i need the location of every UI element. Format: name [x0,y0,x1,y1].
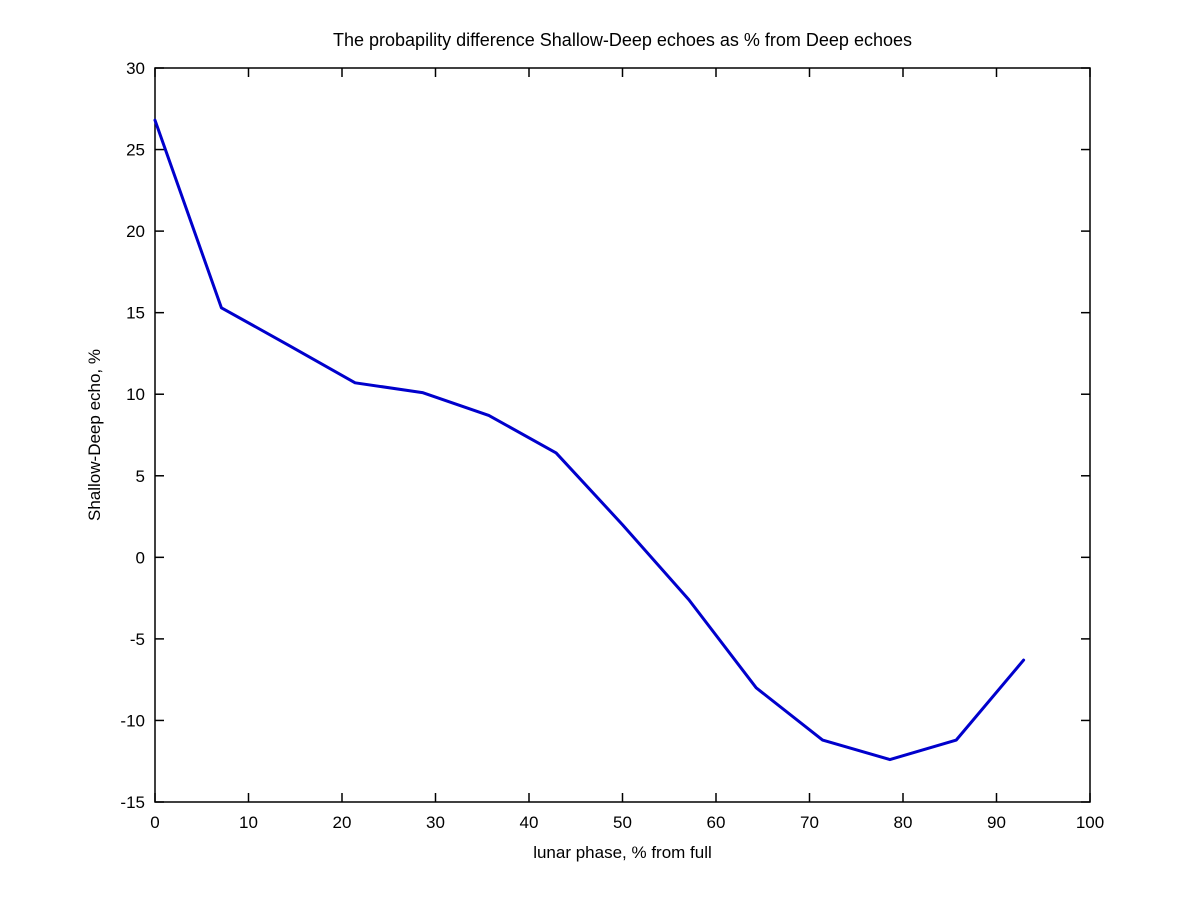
y-tick-label: 10 [126,385,145,404]
y-tick-label: 0 [136,548,145,567]
x-tick-label: 20 [333,813,352,832]
y-tick-label: 25 [126,141,145,160]
y-tick-label: 15 [126,304,145,323]
x-tick-label: 40 [520,813,539,832]
x-tick-label: 0 [150,813,159,832]
x-axis-label: lunar phase, % from full [533,843,712,862]
y-tick-label: -10 [120,711,145,730]
y-axis-label: Shallow-Deep echo, % [85,349,104,521]
y-tick-label: 20 [126,222,145,241]
y-tick-label: 5 [136,467,145,486]
x-tick-label: 50 [613,813,632,832]
x-tick-label: 90 [987,813,1006,832]
data-line [153,118,1026,762]
x-tick-label: 70 [800,813,819,832]
y-tick-label: -15 [120,793,145,812]
x-tick-label: 60 [707,813,726,832]
y-tick-label: -5 [130,630,145,649]
chart-title: The probapility difference Shallow-Deep … [333,30,912,50]
x-tick-label: 10 [239,813,258,832]
axes-box [154,67,1091,803]
x-tick-label: 30 [426,813,445,832]
y-tick-label: 30 [126,59,145,78]
x-tick-label: 100 [1076,813,1104,832]
x-tick-label: 80 [894,813,913,832]
